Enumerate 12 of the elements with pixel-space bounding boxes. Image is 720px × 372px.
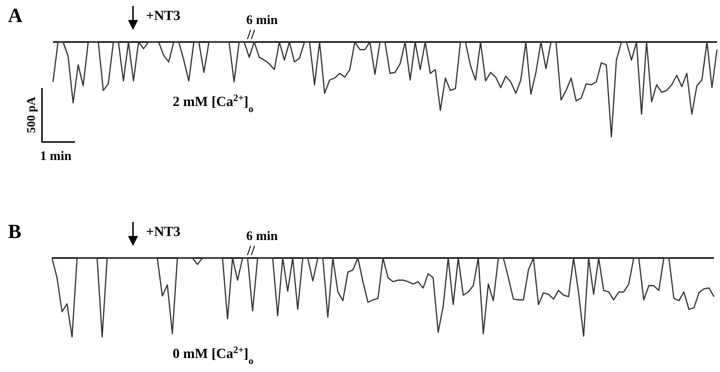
text: 500 pA xyxy=(24,96,38,134)
text: 1 min xyxy=(40,148,72,163)
annotation: // xyxy=(246,244,256,259)
text: +NT3 xyxy=(146,225,180,240)
chart-title: A xyxy=(8,5,23,27)
text: 6 min xyxy=(246,12,278,27)
annotation: 2 mM [Ca$^{2+}$]$_{o}$ xyxy=(172,92,254,114)
chart-title: B xyxy=(8,221,22,243)
text: 6 min xyxy=(246,228,278,243)
text: 0 mM [Ca$^{2+}$]$_{o}$ xyxy=(172,344,254,366)
annotation: // xyxy=(246,28,256,43)
text: +NT3 xyxy=(146,9,180,24)
